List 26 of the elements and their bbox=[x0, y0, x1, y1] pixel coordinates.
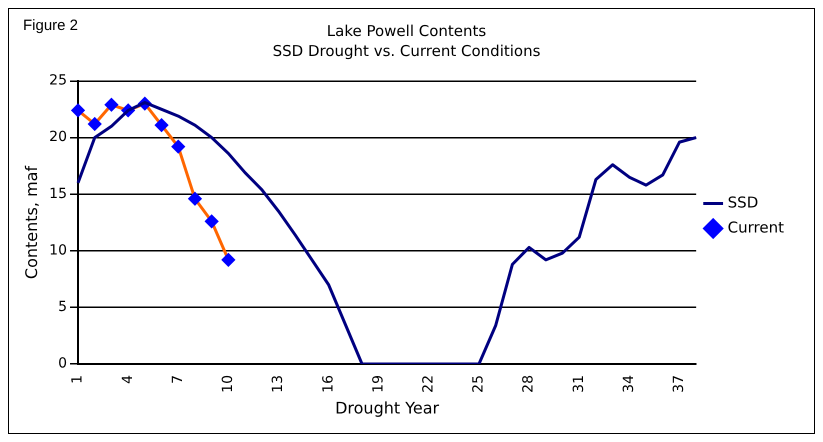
y-tick-label: 10 bbox=[49, 242, 68, 258]
x-tick-label: 4 bbox=[120, 374, 136, 384]
y-tick-label: 15 bbox=[49, 186, 68, 202]
x-tick-label: 22 bbox=[420, 374, 436, 393]
x-axis-title: Drought Year bbox=[335, 398, 440, 418]
legend-label: Current bbox=[728, 218, 784, 236]
legend-label: SSD bbox=[728, 193, 758, 212]
chart-subtitle: SSD Drought vs. Current Conditions bbox=[272, 42, 541, 60]
y-tick-label: 0 bbox=[58, 356, 68, 372]
x-tick-label: 7 bbox=[170, 374, 186, 384]
y-axis-title: Contents, maf bbox=[22, 166, 41, 280]
x-tick-label: 16 bbox=[320, 374, 336, 393]
x-tick-label: 19 bbox=[370, 374, 386, 393]
x-tick-label: 28 bbox=[520, 374, 537, 393]
y-tick-label: 25 bbox=[49, 72, 68, 89]
x-tick-label: 37 bbox=[671, 374, 688, 393]
y-tick-label: 20 bbox=[49, 129, 68, 146]
caption: Figure 2 bbox=[23, 17, 78, 34]
x-tick-label: 25 bbox=[470, 374, 487, 393]
x-tick-label: 34 bbox=[620, 374, 637, 393]
x-tick-label: 1 bbox=[70, 374, 86, 384]
x-tick-label: 10 bbox=[220, 374, 236, 393]
x-tick-label: 31 bbox=[570, 374, 587, 393]
x-tick-label: 13 bbox=[270, 374, 286, 393]
chart-title: Lake Powell Contents bbox=[326, 22, 486, 40]
y-tick-label: 5 bbox=[58, 299, 68, 316]
